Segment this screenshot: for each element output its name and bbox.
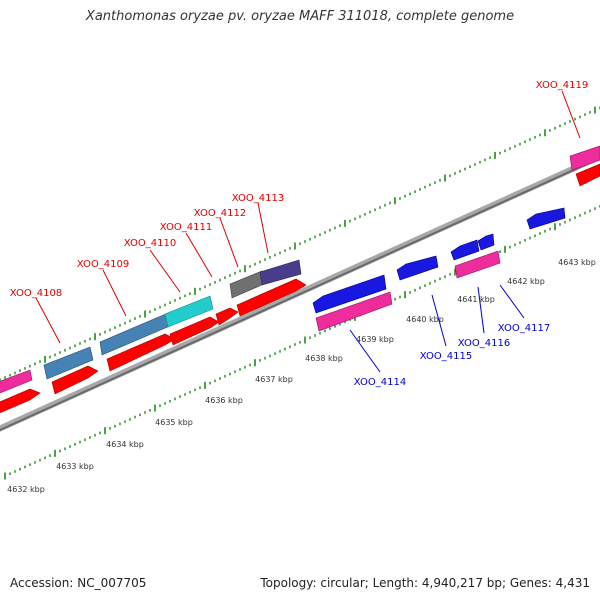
scale-labels: 4632 kbp 4633 kbp 4634 kbp 4635 kbp 4636… — [7, 258, 596, 494]
reverse-gene-labels: XOO_4114 XOO_4115 XOO_4116 XOO_4117 — [354, 323, 550, 388]
cds-cyan-1[interactable] — [164, 295, 214, 328]
gene-label-xoo-4113[interactable]: XOO_4113 — [232, 193, 284, 204]
cds-red-4[interactable] — [169, 316, 220, 346]
scale-label: 4636 kbp — [205, 396, 243, 405]
cds-blue-1[interactable] — [312, 274, 387, 314]
cds-blue-2[interactable] — [396, 255, 439, 281]
gene-label-xoo-4119[interactable]: XOO_4119 — [536, 80, 588, 91]
cds-pink-4[interactable] — [454, 250, 501, 279]
upper-tick-track — [0, 106, 600, 382]
cds-pink-2[interactable] — [569, 145, 600, 171]
cds-red-1[interactable] — [0, 388, 41, 415]
gene-label-xoo-4110[interactable]: XOO_4110 — [124, 238, 176, 249]
scale-label: 4637 kbp — [255, 375, 293, 384]
scale-label: 4642 kbp — [507, 277, 545, 286]
scale-label: 4641 kbp — [457, 295, 495, 304]
cds-red-5[interactable] — [215, 307, 239, 326]
cds-blue-4[interactable] — [477, 233, 495, 251]
map-title: Xanthomonas oryzae pv. oryzae MAFF 31101… — [85, 9, 515, 24]
accession-text: Accession: NC_007705 — [10, 576, 147, 590]
cds-steelblue-1[interactable] — [43, 346, 94, 380]
gene-label-xoo-4114[interactable]: XOO_4114 — [354, 377, 406, 388]
cds-red-3[interactable] — [106, 333, 176, 372]
gene-label-xoo-4108[interactable]: XOO_4108 — [10, 288, 62, 299]
scale-label: 4638 kbp — [305, 354, 343, 363]
scale-label: 4643 kbp — [558, 258, 596, 267]
scale-label: 4632 kbp — [7, 485, 45, 494]
gene-label-xoo-4117[interactable]: XOO_4117 — [498, 323, 550, 334]
gene-label-xoo-4112[interactable]: XOO_4112 — [194, 208, 246, 219]
scale-label: 4634 kbp — [106, 440, 144, 449]
cds-blue-5[interactable] — [526, 207, 566, 230]
scale-label: 4639 kbp — [356, 335, 394, 344]
genome-summary-text: Topology: circular; Length: 4,940,217 bp… — [260, 576, 590, 590]
reverse-features — [312, 207, 566, 332]
forward-features — [0, 145, 600, 415]
cds-red-6[interactable] — [236, 278, 307, 317]
gene-label-xoo-4111[interactable]: XOO_4111 — [160, 222, 212, 233]
gene-label-xoo-4115[interactable]: XOO_4115 — [420, 351, 472, 362]
label-leaders — [35, 90, 581, 373]
gene-label-xoo-4116[interactable]: XOO_4116 — [458, 338, 510, 349]
cds-blue-3[interactable] — [450, 239, 480, 261]
forward-gene-labels: XOO_4108 XOO_4109 XOO_4110 XOO_4111 XOO_… — [10, 80, 588, 299]
scale-label: 4635 kbp — [155, 418, 193, 427]
gene-label-xoo-4109[interactable]: XOO_4109 — [77, 259, 129, 270]
cds-gray-1[interactable] — [229, 270, 265, 299]
cds-slate-1[interactable] — [259, 259, 302, 286]
cds-pink-1[interactable] — [0, 369, 33, 395]
cds-red-7[interactable] — [575, 163, 600, 187]
scale-label: 4640 kbp — [406, 315, 444, 324]
cds-pink-3[interactable] — [315, 291, 393, 332]
scale-label: 4633 kbp — [56, 462, 94, 471]
strand-line — [0, 153, 600, 432]
cds-red-2[interactable] — [51, 365, 99, 395]
